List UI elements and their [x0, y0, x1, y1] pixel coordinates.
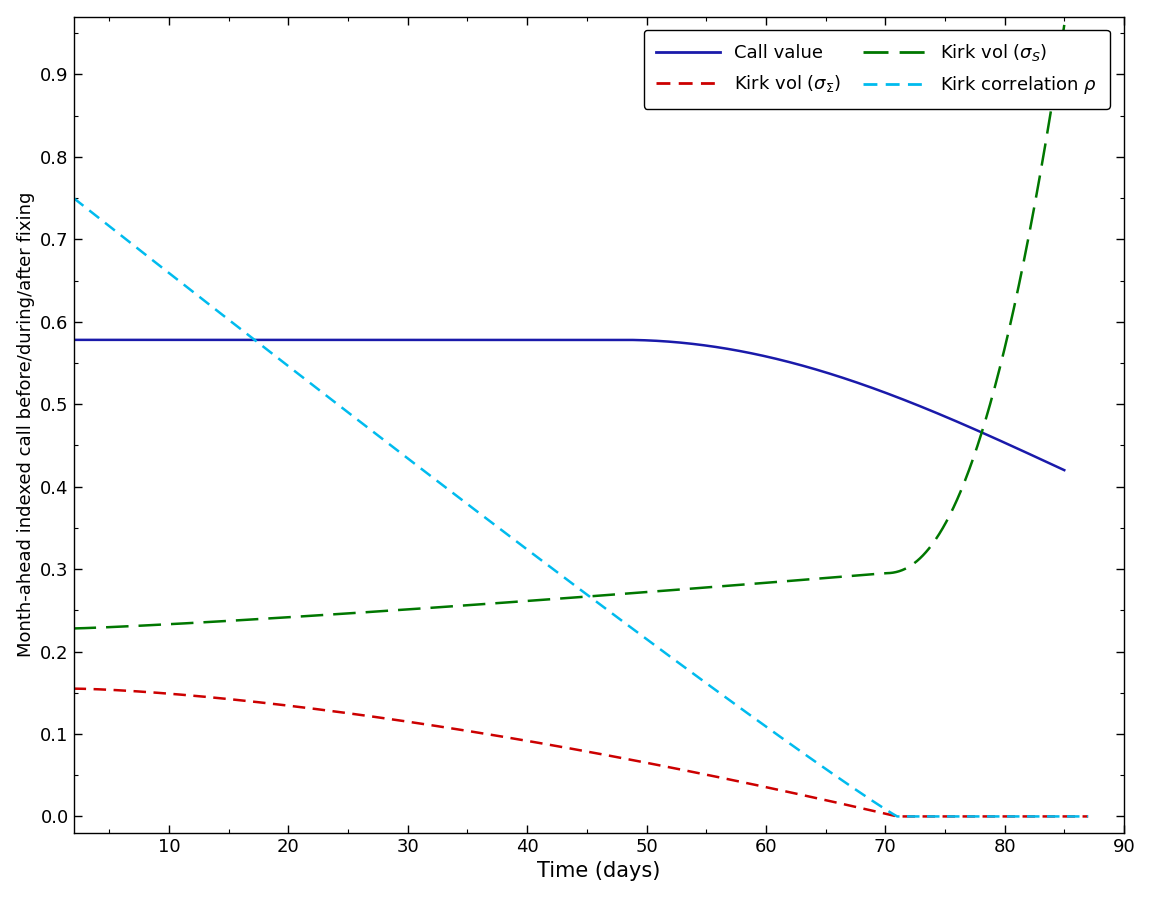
Legend: Call value, Kirk vol ($\sigma_\Sigma$), Kirk vol ($\sigma_S$), Kirk correlation : Call value, Kirk vol ($\sigma_\Sigma$), …: [644, 30, 1109, 109]
Y-axis label: Month-ahead indexed call before/during/after fixing: Month-ahead indexed call before/during/a…: [16, 192, 35, 657]
X-axis label: Time (days): Time (days): [537, 861, 660, 881]
